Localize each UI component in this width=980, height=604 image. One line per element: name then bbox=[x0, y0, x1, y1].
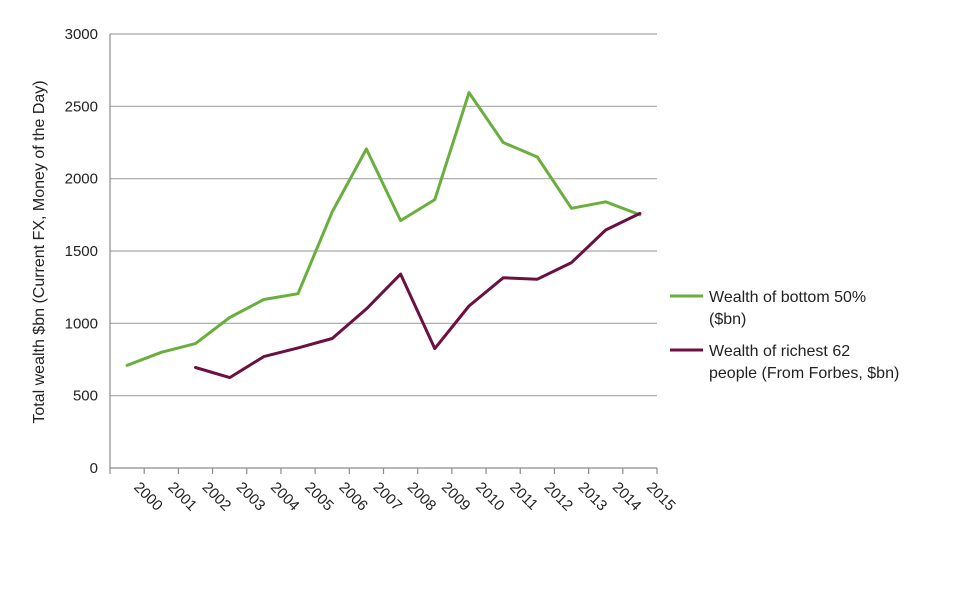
x-tick-label: 2007 bbox=[370, 479, 406, 515]
y-tick-label: 2500 bbox=[65, 98, 98, 115]
x-tick-label: 2002 bbox=[199, 479, 235, 515]
x-tick-label: 2012 bbox=[541, 479, 577, 515]
y-tick-label: 2000 bbox=[65, 171, 98, 188]
y-tick-label: 1500 bbox=[65, 243, 98, 260]
x-tick-label: 2013 bbox=[575, 479, 611, 515]
x-tick-label: 2005 bbox=[301, 479, 337, 515]
x-tick-label: 2014 bbox=[609, 479, 645, 515]
y-tick-label: 0 bbox=[90, 460, 98, 477]
series-line-2 bbox=[194, 211, 642, 380]
y-axis-label: Total wealth $bn (Current FX, Money of t… bbox=[31, 80, 48, 423]
x-tick-label: 2008 bbox=[404, 479, 440, 515]
x-tick-label: 2009 bbox=[438, 479, 474, 515]
y-tick-label: 1000 bbox=[65, 315, 98, 332]
y-axis-ticks: 0 500 1000 1500 2000 2500 3000 bbox=[65, 26, 98, 477]
y-tick-label: 3000 bbox=[65, 26, 98, 43]
series-line-1 bbox=[125, 91, 642, 367]
legend-label-2: Wealth of richest 62 bbox=[709, 343, 850, 360]
legend-label-1: Wealth of bottom 50% bbox=[709, 289, 866, 306]
x-tick-label: 2011 bbox=[506, 479, 541, 514]
x-axis-ticks: 2000200120022003200420052006200720082009… bbox=[130, 479, 678, 515]
x-tick-label: 2000 bbox=[130, 479, 166, 515]
y-tick-label: 500 bbox=[73, 388, 98, 405]
x-tick-label: 2010 bbox=[472, 479, 508, 515]
gridlines bbox=[110, 33, 657, 397]
legend: Wealth of bottom 50% ($bn) Wealth of riche… bbox=[670, 289, 899, 382]
legend-label-2: people (From Forbes, $bn) bbox=[709, 365, 899, 382]
x-tick-label: 2003 bbox=[233, 479, 269, 515]
x-tick-label: 2015 bbox=[643, 479, 679, 515]
series-lines bbox=[125, 91, 642, 380]
x-tick-label: 2006 bbox=[335, 479, 371, 515]
x-tick-label: 2004 bbox=[267, 479, 303, 515]
axes bbox=[109, 34, 658, 474]
legend-label-1: ($bn) bbox=[709, 311, 746, 328]
x-tick-label: 2001 bbox=[164, 479, 200, 515]
